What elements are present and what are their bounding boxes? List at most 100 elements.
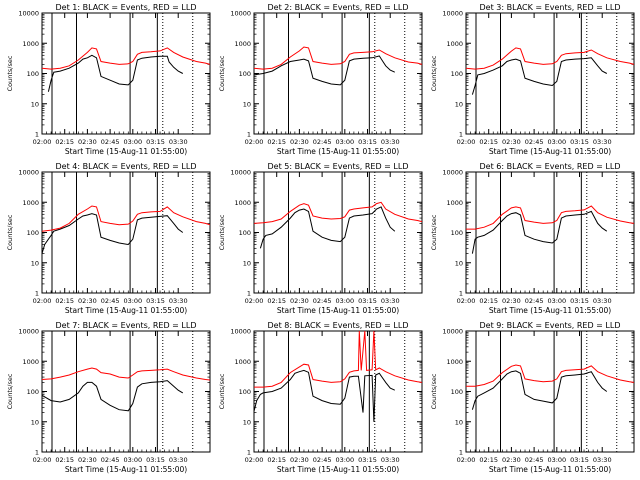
y-tick-label: 1 [459,131,463,139]
y-tick-label: 100 [27,70,39,78]
y-tick-label: 100 [27,388,39,396]
x-tick-label: 02:30 [502,297,521,305]
x-tick-label: 03:00 [547,456,566,464]
plot-frame [41,12,211,135]
y-tick-label: 1000 [22,199,39,207]
x-tick-label: 02:15 [267,456,286,464]
y-tick-label: 1000 [446,199,463,207]
y-tick-label: 10 [243,259,251,267]
y-axis-label: Counts/sec [430,373,438,409]
series-line-events [471,370,608,410]
chart-title: Det 2: BLACK = Events, RED = LLD [268,3,409,12]
series-line-events [47,54,184,92]
x-tick-label: 03:30 [381,456,400,464]
x-tick-label: 03:30 [381,138,400,146]
y-tick-label: 10 [243,100,251,108]
x-tick-label: 03:00 [335,138,354,146]
y-tick-label: 100 [239,229,251,237]
x-tick-label: 03:00 [123,138,142,146]
y-axis-label: Counts/sec [218,214,226,250]
y-tick-label: 100 [239,70,251,78]
x-tick-label: 03:30 [169,138,188,146]
y-tick-label: 1 [35,449,39,457]
series-line-lld [466,205,635,230]
x-axis-label: Start Time (15-Aug-11 01:55:00) [277,306,399,315]
plot-frame [41,330,211,453]
x-axis-label: Start Time (15-Aug-11 01:55:00) [65,147,187,156]
x-tick-label: 02:45 [525,297,544,305]
x-tick-label: 03:15 [146,138,165,146]
y-tick-label: 1000 [234,358,251,366]
plot-frame [465,330,635,453]
chart-panel-2: Det 2: BLACK = Events, RED = LLD Start Ti… [218,3,423,156]
series-line-lld [41,47,211,70]
x-tick-label: 03:30 [593,138,612,146]
y-tick-label: 100 [451,388,463,396]
series-line-events [41,213,184,254]
y-tick-label: 100 [239,388,251,396]
series-line-events [471,57,608,95]
y-tick-label: 10000 [442,169,463,177]
y-axis-label: Counts/sec [6,214,14,250]
chart-title: Det 8: BLACK = Events, RED = LLD [268,321,409,330]
y-axis-label: Counts/sec [6,373,14,409]
y-tick-label: 1000 [22,358,39,366]
x-tick-label: 03:30 [169,456,188,464]
series-line-events [253,55,396,86]
series-line-lld [466,364,635,387]
x-tick-label: 03:15 [146,297,165,305]
x-tick-label: 03:30 [593,297,612,305]
x-tick-label: 02:15 [55,138,74,146]
y-tick-label: 1 [247,131,251,139]
x-tick-label: 02:30 [78,456,97,464]
x-tick-label: 03:15 [358,297,377,305]
x-tick-label: 02:45 [313,138,332,146]
x-tick-label: 02:45 [313,297,332,305]
y-tick-label: 1000 [446,40,463,48]
series-line-lld [41,205,211,232]
chart-panel-4: Det 4: BLACK = Events, RED = LLD Start Ti… [6,162,211,315]
x-tick-label: 02:30 [78,297,97,305]
chart-title: Det 4: BLACK = Events, RED = LLD [56,162,197,171]
x-tick-label: 02:00 [245,138,264,146]
x-axis-label: Start Time (15-Aug-11 01:55:00) [65,306,187,315]
y-tick-label: 10 [455,259,463,267]
x-tick-label: 02:30 [290,456,309,464]
x-tick-label: 03:00 [547,297,566,305]
x-tick-label: 02:15 [479,297,498,305]
x-tick-label: 02:15 [55,456,74,464]
series-line-events [471,210,608,254]
x-tick-label: 03:00 [335,297,354,305]
x-tick-label: 02:00 [33,138,52,146]
plot-frame [465,171,635,294]
y-tick-label: 10000 [442,328,463,336]
chart-panel-3: Det 3: BLACK = Events, RED = LLD Start Ti… [430,3,635,156]
x-tick-label: 03:30 [381,297,400,305]
x-tick-label: 02:00 [245,297,264,305]
y-tick-label: 1 [35,290,39,298]
y-axis-label: Counts/sec [430,55,438,91]
x-tick-label: 03:15 [570,456,589,464]
series-line-lld [253,46,423,70]
x-tick-label: 02:45 [101,138,120,146]
x-axis-label: Start Time (15-Aug-11 01:55:00) [277,147,399,156]
x-tick-label: 02:00 [245,456,264,464]
y-tick-label: 10000 [18,10,39,18]
x-tick-label: 03:00 [335,456,354,464]
x-tick-label: 02:45 [525,456,544,464]
x-tick-label: 02:00 [457,138,476,146]
series-line-lld [41,367,211,381]
x-tick-label: 02:00 [457,456,476,464]
y-tick-label: 10 [243,418,251,426]
y-tick-label: 100 [27,229,39,237]
x-tick-label: 02:30 [290,297,309,305]
y-tick-label: 1000 [234,199,251,207]
y-axis-label: Counts/sec [218,55,226,91]
chart-title: Det 6: BLACK = Events, RED = LLD [480,162,621,171]
y-tick-label: 10 [31,259,39,267]
x-axis-label: Start Time (15-Aug-11 01:55:00) [277,465,399,474]
x-tick-label: 02:45 [101,456,120,464]
y-tick-label: 1000 [22,40,39,48]
chart-panel-1: Det 1: BLACK = Events, RED = LLD Start Ti… [6,3,211,156]
